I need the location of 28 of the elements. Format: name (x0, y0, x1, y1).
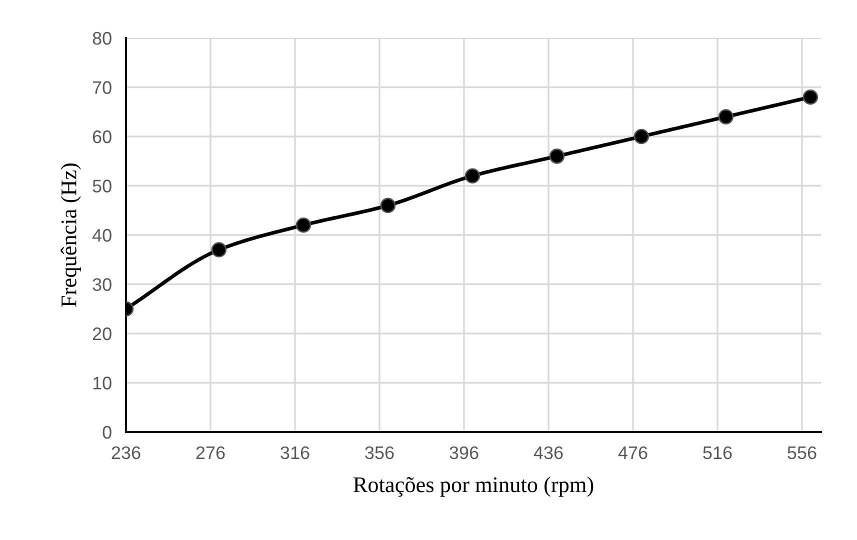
point (464, 168, 480, 184)
x-tick-label: 236 (112, 446, 140, 460)
point (549, 148, 565, 164)
point (211, 242, 227, 258)
x-tick-label: 556 (788, 446, 816, 460)
y-tick-label: 30 (92, 278, 112, 291)
x-tick-label: 356 (365, 446, 394, 460)
y-tick-label: 60 (92, 130, 112, 144)
point (634, 128, 650, 144)
point (718, 109, 734, 124)
point (802, 89, 818, 105)
x-tick-label: 436 (534, 446, 563, 460)
y-tick-label: 80 (92, 32, 112, 45)
x-tick-label: 396 (450, 446, 478, 460)
x-tick-label: 276 (196, 446, 225, 460)
y-tick-label: 0 (102, 426, 112, 439)
y-tick-label: 20 (92, 327, 112, 340)
x-axis-title: Rotações por minuto (rpm) (353, 476, 594, 497)
point (296, 218, 312, 233)
x-tick-label: 516 (703, 446, 732, 460)
y-tick-label: 10 (93, 376, 112, 390)
x-tick-label: 316 (280, 446, 310, 460)
y-tick-label: 50 (92, 180, 112, 192)
y-tick-label: 40 (92, 228, 112, 242)
x-tick-label: 476 (618, 446, 648, 460)
point (380, 198, 396, 214)
y-axis-title: Frequência (Hz) (60, 163, 81, 307)
y-tick-label: 70 (92, 81, 112, 94)
